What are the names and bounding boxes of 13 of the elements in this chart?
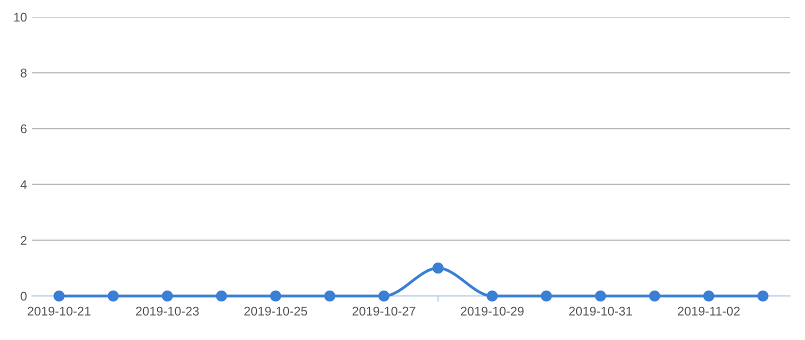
x-tick-label: 2019-11-02 bbox=[678, 306, 740, 316]
x-tick-label: 2019-10-29 bbox=[460, 306, 524, 316]
y-tick-label: 0 bbox=[20, 292, 27, 301]
x-tick-label: 2019-10-31 bbox=[569, 306, 632, 316]
y-tick-label: 6 bbox=[20, 124, 27, 134]
x-tick-label: 2019-10-21 bbox=[28, 306, 90, 316]
y-tick-label: 2 bbox=[20, 236, 27, 245]
x-tick-label: 2019-10-25 bbox=[244, 306, 308, 316]
y-tick-label: 4 bbox=[20, 180, 27, 189]
y-tick-label: 10 bbox=[14, 12, 27, 22]
x-tick-label: 2019-10-23 bbox=[136, 306, 199, 316]
x-tick-label: 2019-10-27 bbox=[352, 306, 416, 316]
y-tick-label: 8 bbox=[20, 68, 27, 78]
